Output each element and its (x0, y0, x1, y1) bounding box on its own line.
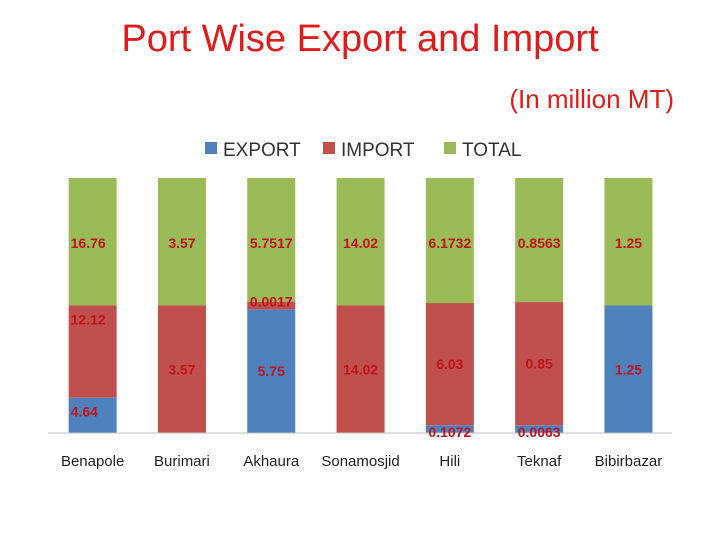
bar-import-hili (425, 303, 474, 426)
data-label-total-teknaf: 0.8563 (518, 235, 561, 251)
bar-import-benapole (68, 305, 117, 398)
data-label-total-sonamosjid: 14.02 (343, 235, 378, 251)
bar-export-teknaf (515, 425, 564, 433)
legend-label-import: IMPORT (341, 140, 415, 161)
data-label-import-benapole: 12.12 (71, 312, 106, 328)
bars (68, 178, 653, 433)
chart-title: Port Wise Export and Import (121, 18, 599, 60)
data-label-total-burimari: 3.57 (168, 235, 195, 251)
category-label-bibirbazar: Bibirbazar (595, 453, 663, 470)
chart-subtitle: (In million MT) (509, 84, 674, 114)
bar-total-hili (425, 178, 474, 304)
category-label-sonamosjid: Sonamosjid (321, 453, 399, 470)
category-label-akhaura: Akhaura (243, 453, 300, 470)
data-label-import-burimari: 3.57 (168, 361, 195, 377)
data-label-total-hili: 6.1732 (428, 235, 471, 251)
bar-export-bibirbazar (604, 305, 653, 433)
data-label-total-akhaura: 5.7517 (250, 235, 293, 251)
data-label-export-teknaf: 0.0063 (518, 424, 561, 440)
bar-total-akhaura (247, 178, 296, 302)
legend-swatch-total (444, 142, 456, 154)
bar-export-hili (425, 425, 474, 433)
bar-total-sonamosjid (336, 178, 385, 306)
bar-total-teknaf (515, 178, 564, 303)
category-label-hili: Hili (439, 453, 460, 470)
bar-import-burimari (157, 305, 206, 433)
category-label-teknaf: Teknaf (517, 453, 562, 470)
bar-total-bibirbazar (604, 178, 653, 306)
data-label-total-benapole: 16.76 (71, 235, 106, 251)
bar-import-teknaf (515, 302, 564, 426)
legend: EXPORT IMPORT TOTAL (205, 140, 521, 161)
data-label-export-akhaura: 5.75 (258, 363, 285, 379)
category-label-benapole: Benapole (61, 453, 124, 470)
legend-swatch-import (323, 142, 335, 154)
category-label-burimari: Burimari (154, 453, 210, 470)
data-label-export-benapole: 4.64 (71, 404, 98, 420)
data-label-export-hili: 0.1072 (428, 424, 471, 440)
bar-total-benapole (68, 178, 117, 306)
data-labels: 4.64 12.12 16.76 3.57 3.57 5.75 0.0017 5.7517 14… (71, 235, 643, 440)
bar-total-burimari (157, 178, 206, 306)
x-axis-tick-labels: Benapole Burimari Akhaura Sonamosjid Hili Tek… (61, 453, 662, 470)
data-label-import-teknaf: 0.85 (526, 356, 553, 372)
data-label-import-sonamosjid: 14.02 (343, 361, 378, 377)
data-label-import-akhaura: 0.0017 (250, 294, 293, 310)
data-label-import-hili: 6.03 (436, 356, 463, 372)
legend-label-total: TOTAL (462, 140, 521, 161)
legend-label-export: EXPORT (223, 140, 301, 161)
bar-export-benapole (68, 397, 117, 433)
legend-swatch-export (205, 142, 217, 154)
bar-import-akhaura (247, 301, 296, 310)
bar-export-akhaura (247, 309, 296, 433)
data-label-total-bibirbazar: 1.25 (615, 235, 642, 251)
data-label-export-bibirbazar: 1.25 (615, 361, 642, 377)
bar-import-sonamosjid (336, 305, 385, 433)
